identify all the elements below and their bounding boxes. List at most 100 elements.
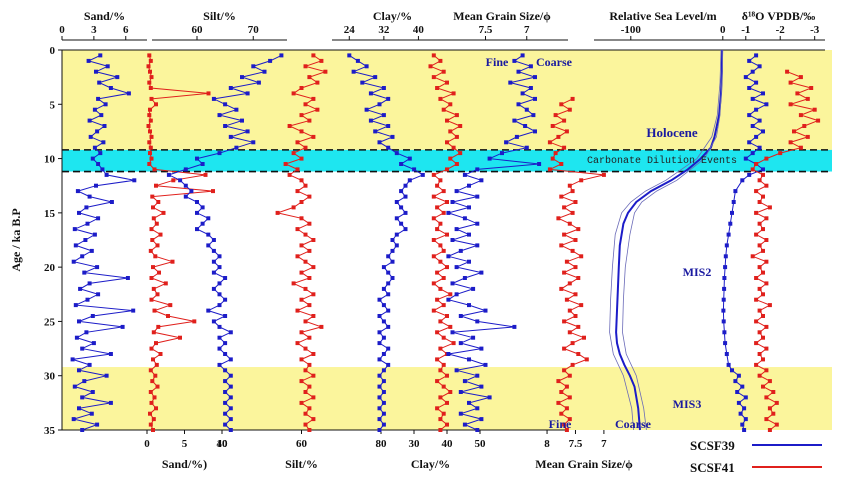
d18o-scsf39-point-3 [750,69,755,74]
silt-scsf41-point-43 [303,286,308,291]
clay-scsf41-point-22 [431,172,436,177]
silt-scsf41-point-37 [295,254,300,259]
silt-scsf41-point-33 [303,232,308,237]
d18o-scsf39-point-26 [730,210,734,215]
sand-scsf39-point-65 [77,406,81,411]
d18o-scsf39-point-32 [722,276,727,280]
sand-top-tick-label: 0 [59,24,65,36]
grain-scsf41-point-33 [576,276,581,280]
silt-scsf41-point-32 [295,227,300,232]
clay-scsf39-point-46 [381,303,386,308]
clay-scsf41-point-1 [438,58,443,63]
clay-bottom-title: Clay/% [411,457,450,471]
sand-scsf39-point-24 [94,183,98,188]
clay-scsf41-point-65 [435,406,440,411]
d18o-scsf41-point-47 [764,324,769,329]
clay-scsf39-point-33 [394,232,399,237]
y-tick-label: 15 [44,208,56,220]
grain-scsf41-point-60 [562,422,567,427]
d18o-scsf39-point-33 [722,286,727,291]
grain-scsf39-point-51 [450,330,455,335]
sand-scsf41-point-7 [206,91,211,96]
clay-scsf39-point-67 [377,417,382,422]
silt-scsf41-point-21 [295,167,300,172]
grain-scsf39-point-36 [458,248,463,253]
clay-scsf39-point-51 [377,330,382,335]
sand-scsf41-point-50 [156,324,161,329]
grain-scsf39-point-60 [462,379,467,384]
silt-scsf39-point-69 [228,428,233,432]
clay-scsf39-point-63 [377,395,382,400]
silt-scsf41-point-65 [307,406,312,411]
silt-scsf41-point-0 [311,53,316,58]
clay-scsf41-point-50 [448,324,453,329]
clay-top-tick-label: 40 [413,24,425,36]
sand-scsf41-point-39 [151,265,155,270]
grain-scsf41-point-57 [564,406,569,411]
silt-scsf41-point-20 [283,162,288,166]
sand-scsf39-point-16 [101,140,106,145]
silt-scsf39-point-12 [240,118,244,123]
silt-scsf41-point-38 [303,259,308,264]
grain-scsf41-point-25 [562,232,567,237]
sand-scsf39-point-36 [89,248,94,253]
sand-scsf39-point-14 [95,129,100,134]
grain-scsf41-point-26 [573,238,578,242]
silt-scsf41-point-67 [311,417,316,422]
clay-scsf39-point-27 [394,200,399,204]
clay-top-title: Clay/% [373,9,412,23]
clay-scsf39-point-29 [403,210,408,215]
clay-scsf41-point-43 [438,286,443,291]
grain-scsf41-point-56 [556,400,561,405]
silt-scsf41-point-55 [311,352,316,356]
silt-scsf39-point-68 [223,422,228,427]
clay-scsf39-point-30 [394,216,399,221]
d18o-scsf41-point-54 [754,362,759,367]
grain-scsf41-point-46 [562,346,567,351]
clay-scsf41-point-59 [445,373,449,378]
clay-scsf39-point-9 [377,102,382,107]
sand-scsf41-point-18 [148,151,152,156]
grain-scsf39-point-68 [462,422,467,427]
clay-scsf39-point-45 [377,297,382,302]
sand-scsf41-point-31 [154,221,159,226]
grain-scsf41-point-5 [550,124,555,128]
clay-scsf41-point-39 [445,265,449,270]
silt-scsf41-point-34 [311,238,316,242]
grain-scsf39-point-54 [479,346,484,351]
d18o-scsf39-point-48 [742,406,747,411]
silt-bottom-tick-label: 60 [296,438,308,450]
d18o-scsf39-point-24 [733,189,738,194]
silt-scsf41-point-7 [291,91,296,96]
d18o-scsf39-point-30 [723,254,728,259]
clay-scsf41-point-9 [448,102,453,107]
silt-scsf41-point-17 [303,145,308,150]
silt-scsf39-point-61 [228,384,233,389]
clay-scsf41-point-8 [438,96,443,101]
sand-scsf41-point-65 [154,406,158,411]
clay-scsf39-point-39 [381,265,386,270]
silt-scsf41-point-16 [295,140,300,145]
clay-scsf41-point-40 [435,270,440,275]
d18o-scsf39-point-6 [747,86,752,90]
silt-scsf39-point-28 [200,205,205,210]
clay-scsf41-point-33 [445,232,449,237]
clay-scsf39-point-41 [390,276,395,280]
grain-scsf39-point-25 [454,189,459,194]
clay-scsf39-point-8 [386,96,391,101]
grain-scsf39-point-47 [483,308,488,313]
sand-scsf41-point-28 [151,205,155,210]
grain-scsf41-point-35 [559,286,564,291]
d18o-scsf41-point-6 [788,102,793,107]
d18o-scsf39-point-0 [754,53,759,58]
sand-scsf41-point-38 [170,259,175,264]
clay-scsf41-point-31 [438,221,443,226]
silt-scsf39-point-38 [211,259,216,264]
silt-scsf39-point-13 [223,124,228,128]
y-tick-label: 0 [50,45,56,57]
silt-scsf41-point-31 [307,221,312,226]
grain-coarse-label-top: Coarse [536,55,573,69]
grain-scsf39-point-46 [467,303,471,308]
grain-scsf41-point-40 [573,314,578,318]
d18o-scsf41-point-27 [764,216,769,221]
